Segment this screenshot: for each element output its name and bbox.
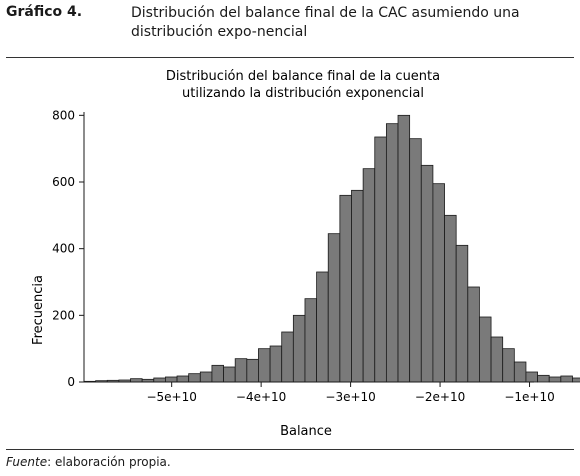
source-note: Fuente: elaboración propia.	[6, 455, 171, 469]
histogram-bar	[188, 373, 201, 383]
histogram-bar	[351, 189, 364, 383]
y-tick-label: 400	[52, 242, 75, 256]
histogram-bar	[165, 376, 178, 383]
histogram-bar	[281, 331, 294, 383]
source-label: Fuente	[6, 455, 48, 469]
histogram-bars	[83, 114, 580, 383]
histogram-bar	[513, 361, 527, 383]
chart-title-line-2: utilizando la distribución exponencial	[182, 86, 424, 101]
chart-area: Distribución del balance final de la cue…	[0, 60, 580, 448]
histogram-bar	[269, 345, 283, 383]
histogram-bar	[467, 286, 480, 383]
y-tick-label: 600	[52, 175, 75, 189]
histogram-bar	[502, 348, 515, 383]
x-tick-label: −3e+10	[325, 390, 375, 404]
y-tick-label: 0	[67, 375, 75, 389]
histogram-bar	[258, 348, 271, 383]
y-tick-label: 800	[52, 108, 75, 122]
chart-title-line-1: Distribución del balance final de la cue…	[166, 69, 440, 84]
histogram-bar	[176, 375, 190, 383]
histogram-bar	[490, 336, 504, 383]
histogram-bar	[246, 358, 259, 383]
histogram-bar	[223, 366, 236, 383]
histogram-bar	[420, 164, 434, 383]
axes: 0 200 400 600 800 −5e+10 −4e+10 −3e+10 −2e+10 −1e…	[52, 108, 555, 404]
histogram-bar	[362, 168, 376, 383]
bottom-rule	[6, 449, 574, 450]
histogram-bar	[397, 114, 411, 383]
histogram-bar	[316, 271, 329, 383]
histogram-bar	[153, 377, 166, 383]
histogram-bar	[234, 358, 248, 383]
x-tick-label: −5e+10	[146, 390, 196, 404]
figure-label: Gráfico 4.	[6, 4, 83, 20]
histogram-bar	[374, 136, 387, 383]
figure-header: Gráfico 4. Distribución del balance fina…	[6, 2, 574, 52]
histogram-chart: Distribución del balance final de la cue…	[31, 69, 580, 439]
x-tick-label: −2e+10	[415, 390, 465, 404]
histogram-bar	[199, 371, 213, 383]
histogram-bar	[525, 371, 538, 383]
y-axis-label: Frecuencia	[31, 275, 46, 345]
histogram-bar	[444, 214, 457, 383]
histogram-bar	[339, 194, 352, 383]
x-tick-label: −4e+10	[236, 390, 286, 404]
histogram-bar	[432, 183, 445, 383]
x-tick-label: −1e+10	[504, 390, 554, 404]
histogram-bar	[455, 244, 469, 383]
y-tick-label: 200	[52, 308, 75, 322]
histogram-bar	[479, 316, 492, 383]
figure-caption: Distribución del balance final de la CAC…	[131, 5, 520, 40]
histogram-bar	[385, 123, 399, 383]
histogram-bar	[292, 314, 306, 383]
histogram-bar	[304, 298, 318, 383]
histogram-bar	[211, 364, 224, 383]
top-rule	[6, 57, 574, 58]
histogram-bar	[572, 377, 580, 383]
histogram-bar	[548, 376, 562, 383]
histogram-bar	[560, 375, 573, 383]
histogram-bar	[409, 138, 422, 383]
x-axis-label: Balance	[280, 424, 332, 439]
histogram-bar	[537, 374, 550, 383]
source-text: : elaboración propia.	[47, 455, 171, 469]
histogram-bar	[327, 233, 341, 383]
